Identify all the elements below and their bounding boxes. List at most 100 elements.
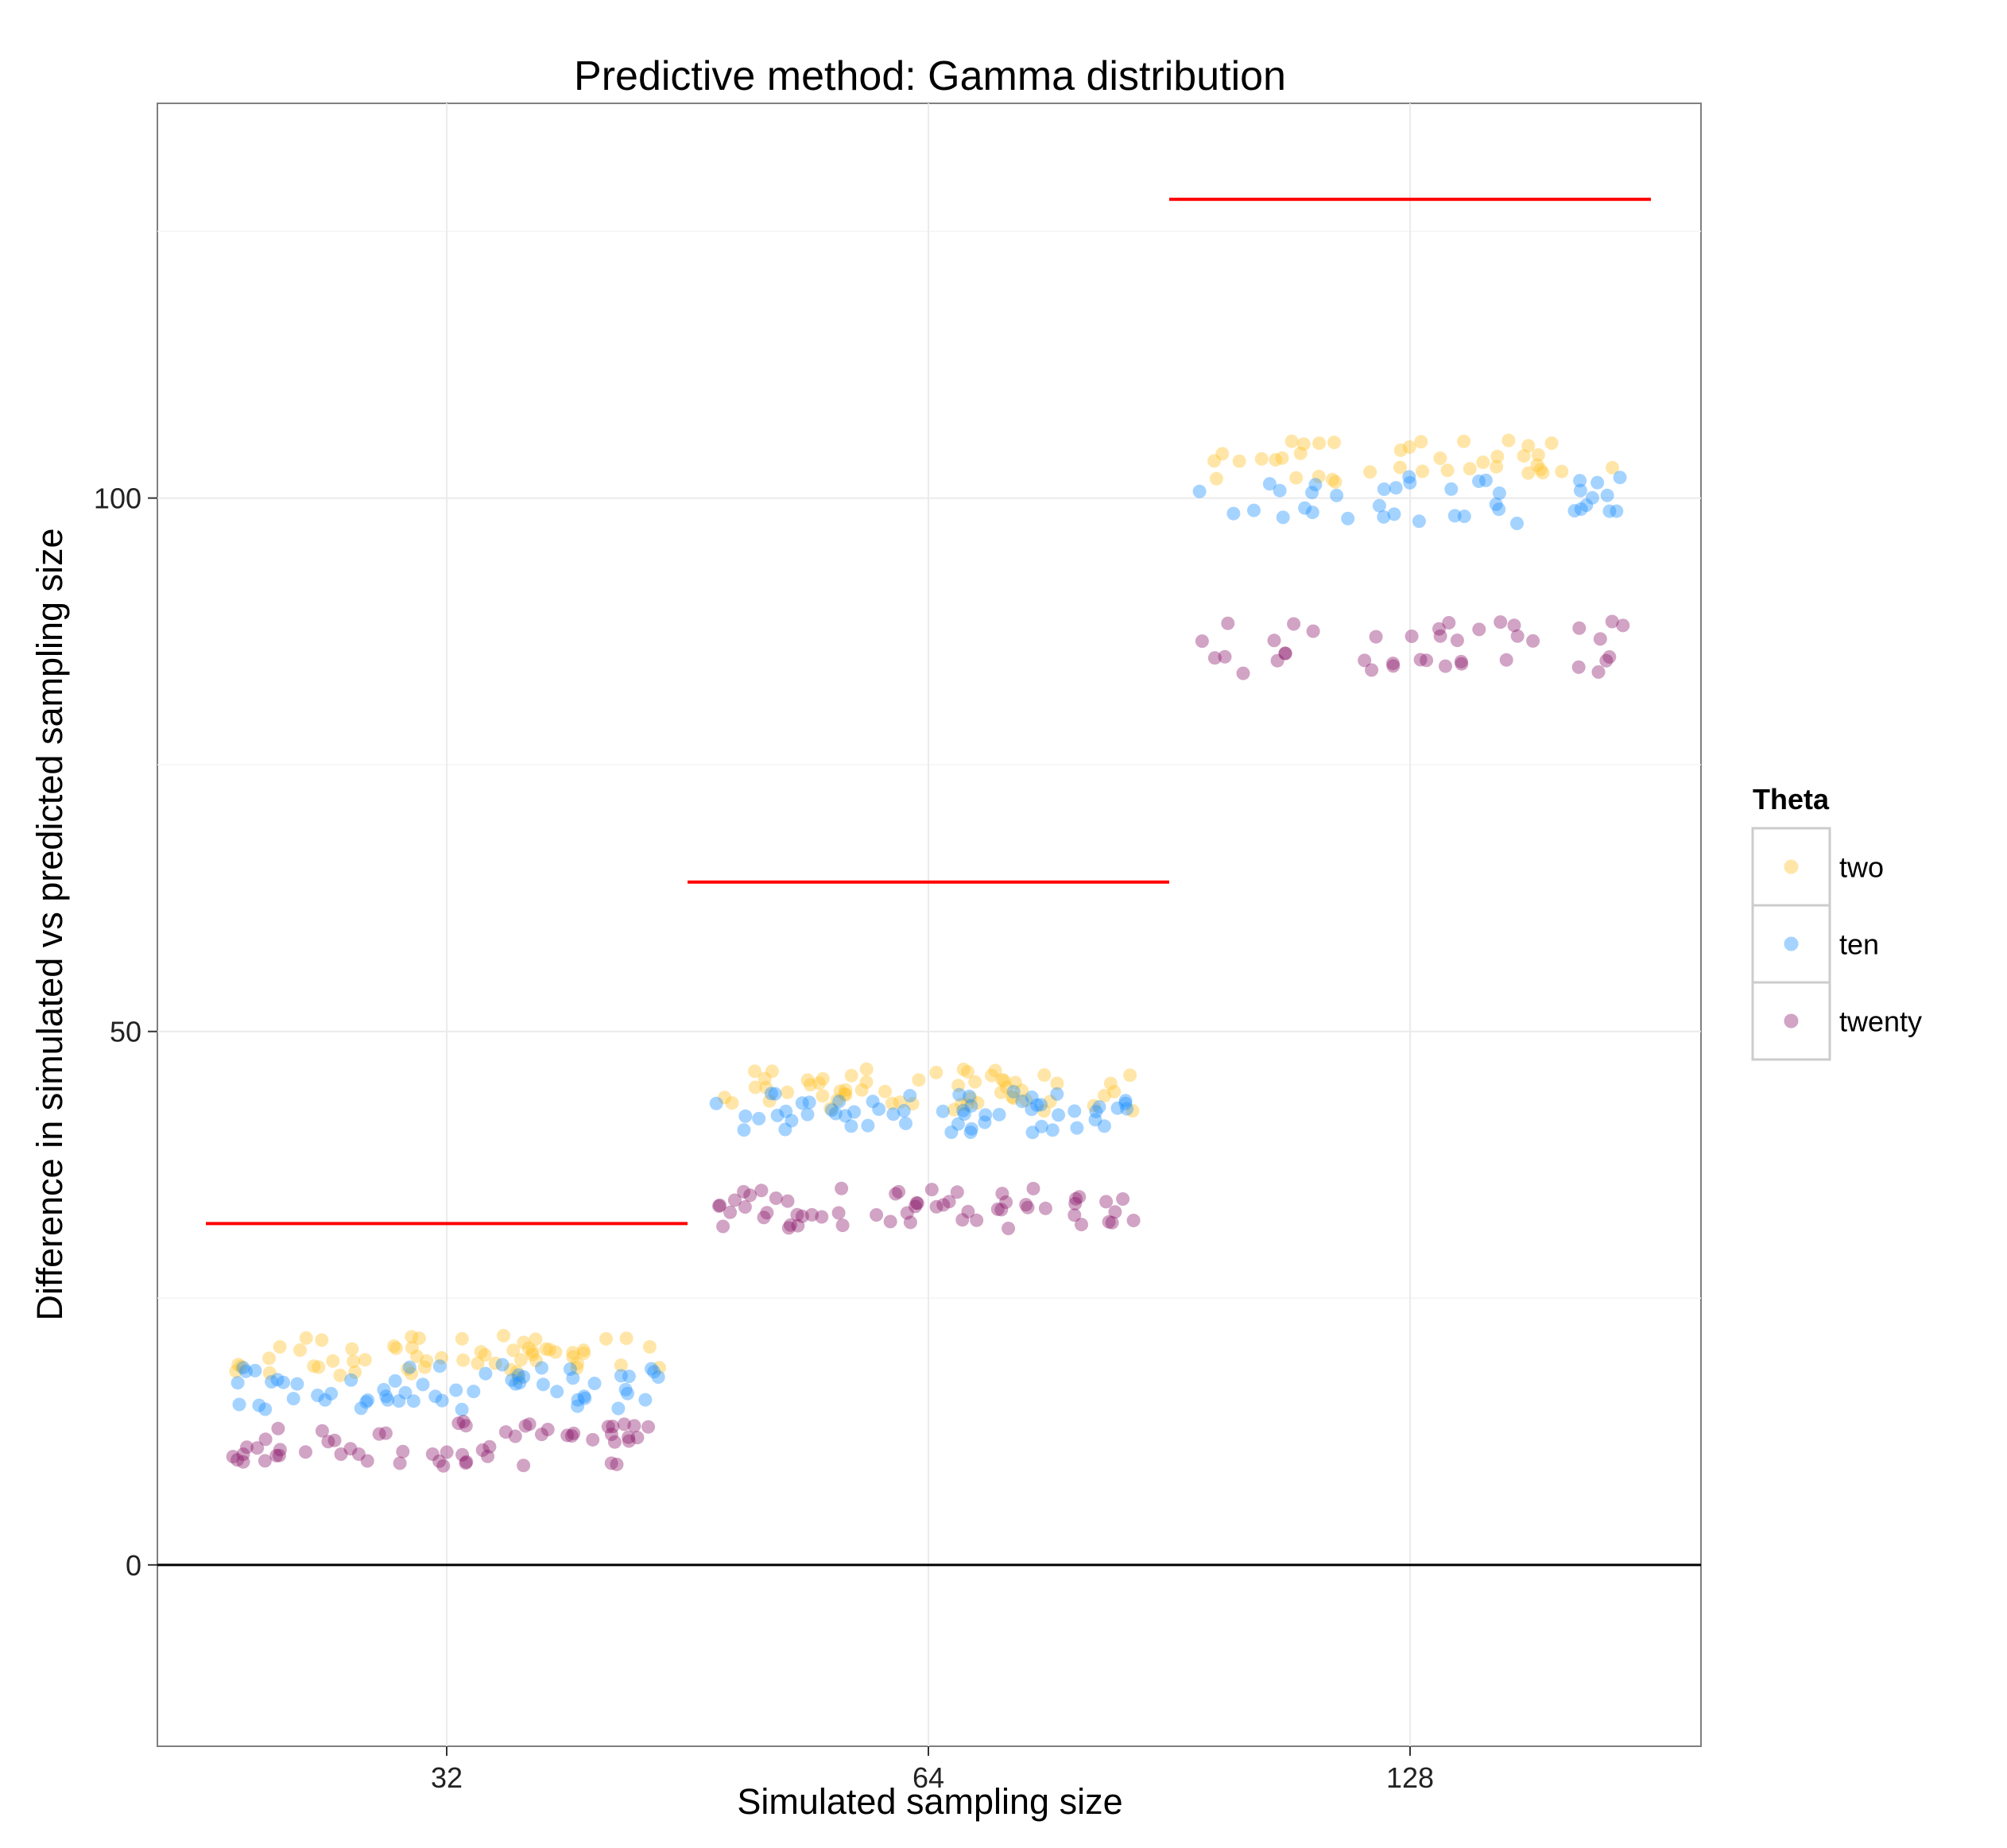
- point-twenty: [791, 1218, 805, 1233]
- point-two: [642, 1340, 657, 1354]
- point-two: [488, 1356, 502, 1370]
- point-two: [1284, 434, 1299, 448]
- point-ten: [1034, 1098, 1048, 1112]
- y-axis-ticks: 0 50 100: [94, 482, 157, 1582]
- point-two: [997, 1074, 1011, 1088]
- legend-key-ten: [1784, 936, 1799, 951]
- point-two: [497, 1328, 510, 1342]
- x-tick-label: 128: [1386, 1761, 1434, 1794]
- point-two: [1517, 449, 1531, 463]
- legend-title: Theta: [1753, 783, 1830, 816]
- point-ten: [535, 1361, 548, 1375]
- point-two: [859, 1062, 874, 1076]
- point-two: [929, 1065, 943, 1079]
- point-ten: [392, 1394, 406, 1408]
- point-ten: [770, 1108, 785, 1122]
- point-two: [905, 1097, 920, 1111]
- point-two: [1521, 466, 1536, 480]
- point-two: [521, 1341, 536, 1355]
- point-twenty: [586, 1432, 600, 1447]
- point-ten: [398, 1385, 413, 1400]
- point-ten: [388, 1373, 402, 1388]
- point-twenty: [1267, 633, 1281, 648]
- point-ten: [428, 1389, 443, 1404]
- point-two: [576, 1343, 591, 1358]
- point-ten: [513, 1376, 527, 1390]
- point-ten: [800, 1107, 815, 1122]
- point-twenty: [540, 1423, 555, 1436]
- point-two: [1289, 471, 1304, 485]
- point-ten: [290, 1377, 304, 1391]
- point-twenty: [1455, 657, 1469, 671]
- point-ten: [1372, 498, 1386, 513]
- point-twenty: [990, 1202, 1005, 1216]
- point-twenty: [1420, 653, 1434, 668]
- point-twenty: [451, 1416, 466, 1431]
- point-ten: [1025, 1091, 1039, 1104]
- point-ten: [992, 1107, 1006, 1122]
- point-twenty: [1278, 646, 1292, 661]
- point-twenty: [535, 1428, 548, 1442]
- point-two: [1296, 437, 1311, 451]
- point-twenty: [815, 1210, 829, 1224]
- point-twenty: [334, 1447, 348, 1461]
- point-ten: [377, 1382, 391, 1397]
- point-ten: [550, 1385, 564, 1399]
- point-two: [1393, 443, 1408, 457]
- grid-lines: [157, 103, 1701, 1746]
- point-twenty: [712, 1199, 726, 1213]
- point-two: [762, 1094, 777, 1108]
- point-twenty: [393, 1456, 407, 1470]
- data-points: [226, 433, 1630, 1473]
- point-ten: [899, 1116, 912, 1130]
- point-twenty: [1069, 1191, 1083, 1206]
- point-ten: [866, 1094, 880, 1109]
- point-ten: [1025, 1102, 1039, 1117]
- point-twenty: [889, 1187, 903, 1201]
- point-ten: [1573, 483, 1587, 498]
- point-twenty: [1386, 659, 1401, 673]
- point-ten: [964, 1098, 978, 1113]
- point-twenty: [372, 1427, 386, 1441]
- point-two: [410, 1350, 424, 1363]
- point-two: [1490, 449, 1505, 463]
- point-twenty: [606, 1420, 620, 1434]
- point-twenty: [1526, 633, 1540, 648]
- point-two: [988, 1063, 1002, 1078]
- point-ten: [1600, 488, 1614, 502]
- point-ten: [1447, 509, 1462, 523]
- point-ten: [359, 1395, 374, 1409]
- point-two: [1015, 1083, 1029, 1098]
- point-two: [960, 1098, 974, 1112]
- point-two: [345, 1342, 359, 1356]
- point-ten: [511, 1368, 525, 1382]
- point-twenty: [518, 1419, 533, 1433]
- y-tick-label: 100: [94, 482, 141, 515]
- point-ten: [1226, 506, 1241, 521]
- point-ten: [578, 1391, 592, 1405]
- point-twenty: [604, 1456, 618, 1470]
- point-twenty: [459, 1456, 473, 1470]
- point-ten: [944, 1125, 959, 1139]
- point-two: [307, 1359, 321, 1373]
- point-twenty: [343, 1442, 358, 1456]
- point-two: [971, 1096, 985, 1110]
- point-ten: [270, 1373, 285, 1387]
- point-twenty: [892, 1184, 906, 1199]
- point-two: [812, 1076, 827, 1091]
- point-twenty: [459, 1455, 474, 1469]
- point-ten: [344, 1373, 358, 1387]
- point-twenty: [272, 1448, 286, 1463]
- point-ten: [647, 1365, 661, 1379]
- point-two: [984, 1068, 998, 1083]
- point-ten: [1330, 488, 1344, 502]
- point-ten: [1052, 1108, 1066, 1122]
- point-two: [1006, 1091, 1021, 1106]
- point-two: [859, 1075, 874, 1089]
- point-ten: [737, 1123, 751, 1137]
- point-two: [1312, 470, 1326, 483]
- point-two: [1098, 1088, 1112, 1102]
- legend-label-twenty: twenty: [1839, 1005, 1922, 1038]
- point-twenty: [1494, 615, 1508, 630]
